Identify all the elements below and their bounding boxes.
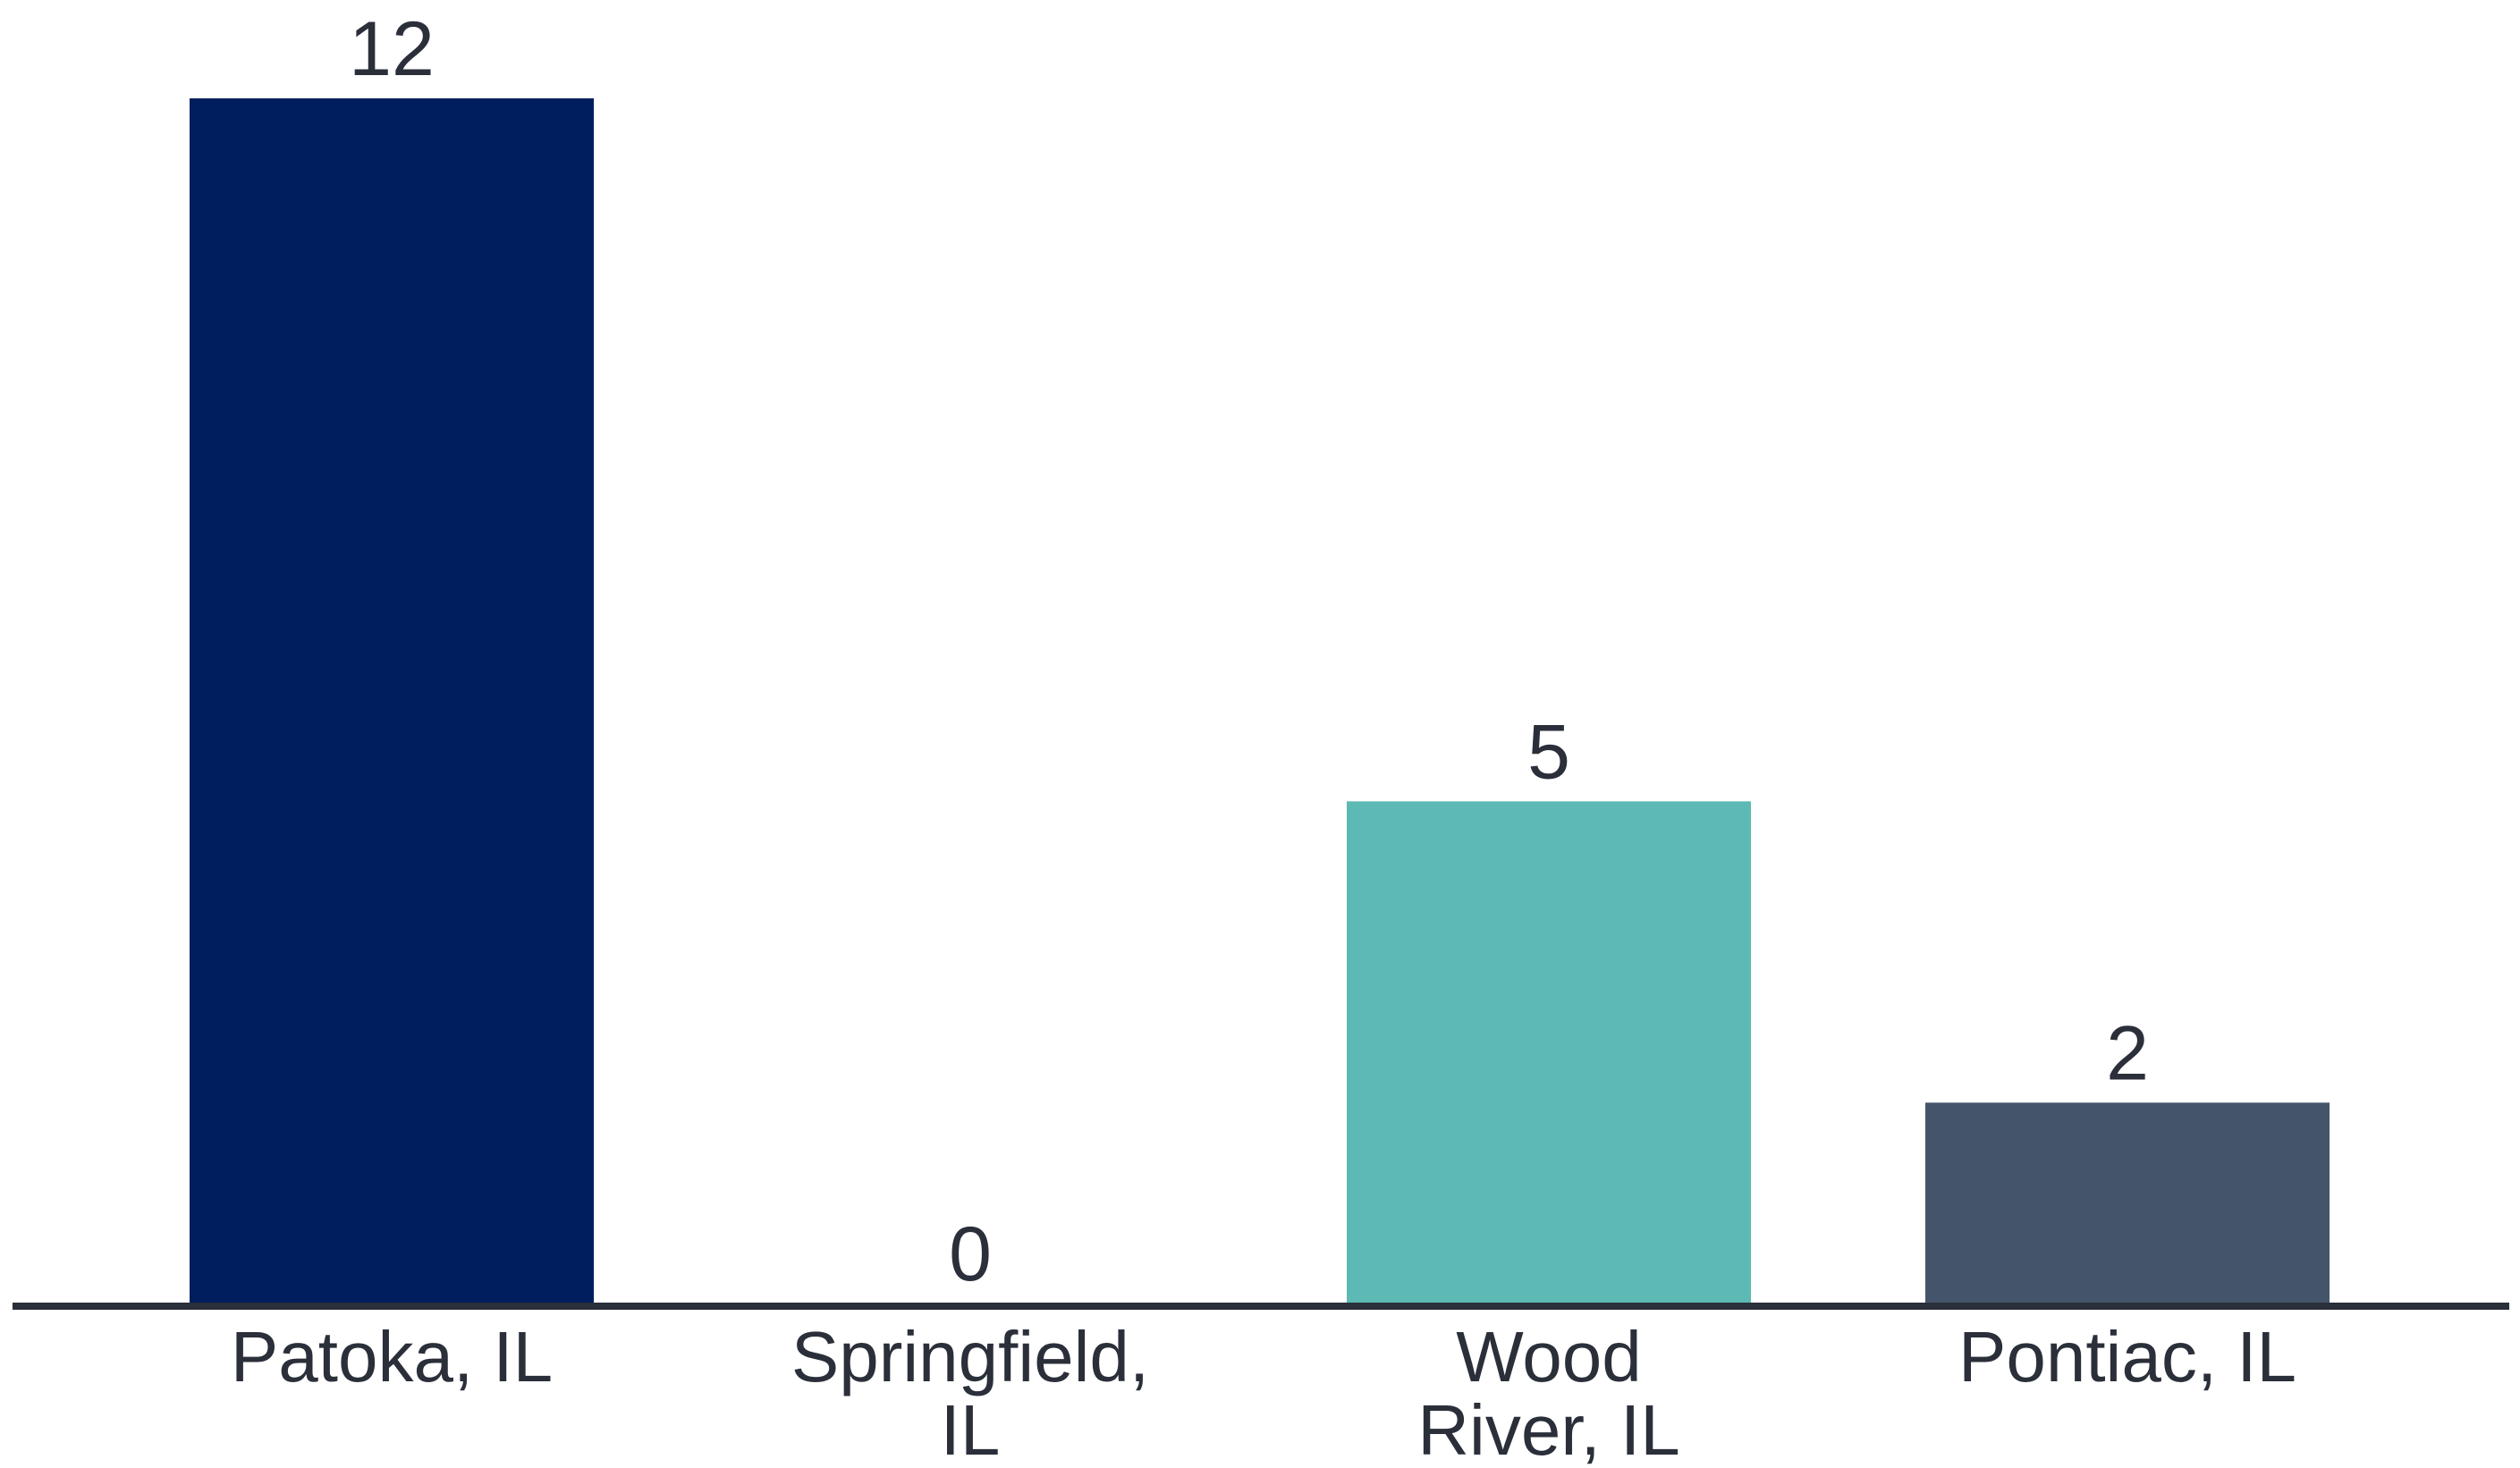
bar-0 <box>190 98 594 1303</box>
x-tick-label-2-line-0: Wood <box>1456 1317 1642 1396</box>
value-labels-group: 12 0 5 2 <box>349 6 2149 1297</box>
x-tick-label-1: Springfield, IL <box>791 1317 1149 1468</box>
x-tick-label-3: Pontiac, IL <box>1958 1317 2296 1396</box>
x-tick-label-0: Patoka, IL <box>231 1317 553 1396</box>
bar-2 <box>1347 801 1751 1303</box>
value-label-1: 0 <box>949 1211 992 1297</box>
value-label-3: 2 <box>2106 1010 2149 1096</box>
value-label-2: 5 <box>1527 709 1570 795</box>
x-tick-label-3-line-0: Pontiac, IL <box>1958 1317 2296 1396</box>
x-tick-label-1-line-0: Springfield, <box>791 1317 1149 1396</box>
bar-3 <box>1925 1102 2330 1303</box>
x-tick-label-2: Wood River, IL <box>1417 1317 1679 1468</box>
x-tick-label-0-line-0: Patoka, IL <box>231 1317 553 1396</box>
value-label-0: 12 <box>349 6 435 92</box>
bars-group <box>190 98 2330 1303</box>
x-tick-label-1-line-1: IL <box>941 1390 1001 1468</box>
x-tick-labels-group: Patoka, IL Springfield, IL Wood River, IL Pon… <box>231 1317 2296 1468</box>
x-tick-label-2-line-1: River, IL <box>1417 1390 1679 1468</box>
